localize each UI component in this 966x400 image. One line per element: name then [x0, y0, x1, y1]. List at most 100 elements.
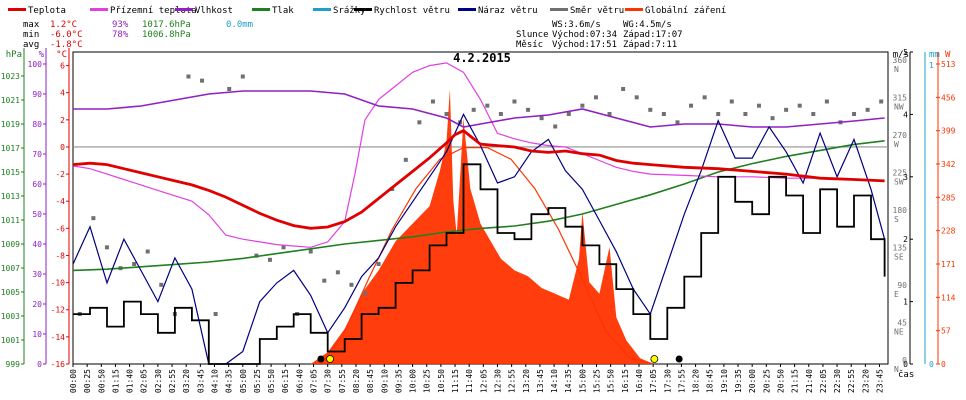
- wind-dir-point: [797, 103, 802, 108]
- wind-wg: WG:4.5m/s: [623, 20, 672, 30]
- wind-dir-letter: NE: [894, 328, 904, 337]
- humidity-tick-label: 10: [32, 330, 42, 339]
- humidity-tick-label: 30: [32, 270, 42, 279]
- time-tick-label: 15:25: [593, 369, 602, 393]
- wind-dir-point: [485, 103, 490, 108]
- time-tick-label: 09:35: [394, 369, 403, 393]
- sun-set: Západ:17:07: [623, 30, 683, 40]
- wind-speed-tick-label: 0: [903, 360, 908, 369]
- time-tick-label: 19:35: [734, 369, 743, 393]
- legend-label-1: Přízemní teplota: [110, 6, 197, 16]
- stat-max-humidity: 93%: [112, 20, 129, 30]
- wind-dir-letter: N: [894, 65, 899, 74]
- time-tick-label: 14:35: [564, 369, 573, 393]
- rain-tick-label: 1: [929, 61, 934, 70]
- plot-area: [72, 51, 889, 365]
- radiation-axis-unit: W: [945, 50, 951, 60]
- wind-dir-point: [852, 112, 857, 116]
- wind-speed-tick-label: 2: [903, 235, 908, 244]
- wind-dir-point: [729, 99, 734, 104]
- wind-dir-point: [566, 112, 571, 116]
- wind-dir-point: [824, 99, 829, 104]
- wind-dir-point: [104, 245, 109, 250]
- time-tick-label: 04:10: [210, 369, 219, 393]
- series-humidity: [73, 90, 885, 128]
- wind-dir-letter: NW: [894, 103, 904, 112]
- time-tick-label: 22:05: [819, 369, 828, 393]
- pressure-tick-label: 1005: [1, 288, 20, 297]
- humidity-tick-label: 40: [32, 240, 42, 249]
- stat-avg-temp: -1.8°C: [50, 40, 83, 50]
- stats-block: max 1.2°C 93% 1017.6hPa 0.0mm min -6.0°C…: [23, 20, 253, 50]
- time-tick-label: 10:50: [437, 369, 446, 393]
- series-wind-speed: [73, 163, 886, 365]
- time-tick-label: 06:15: [281, 369, 290, 393]
- time-tick-label: 18:20: [692, 369, 701, 393]
- pressure-tick-label: 1017: [1, 144, 20, 153]
- pressure-tick-label: 1015: [1, 168, 20, 177]
- temperature-axis-unit: °C: [56, 50, 67, 60]
- humidity-axis-unit: %: [39, 50, 45, 60]
- wind-dir-point: [512, 99, 517, 104]
- wind-dir-tick-label: 270: [893, 131, 908, 140]
- pressure-tick-label: 1001: [1, 336, 20, 345]
- wind-dir-point: [770, 116, 775, 121]
- wind-dir-point: [240, 74, 245, 79]
- radiation-tick-label: 513: [941, 60, 956, 69]
- wind-dir-point: [634, 95, 639, 100]
- legend-swatch-5: [354, 8, 372, 11]
- series-temperature: [72, 129, 885, 230]
- wind-dir-tick-label: 90: [897, 281, 907, 290]
- legend-label-2: Vlhkost: [195, 6, 233, 16]
- radiation-tick-label: 285: [941, 193, 956, 202]
- time-tick-label: 02:55: [168, 369, 177, 393]
- time-tick-label: 01:40: [126, 369, 135, 393]
- wind-dir-point: [227, 87, 232, 91]
- wind-dir-letter: E: [894, 290, 899, 299]
- wind-dir-letter: N: [894, 365, 899, 374]
- wind-dir-letter: SE: [894, 253, 904, 262]
- wind-dir-tick-label: 360: [893, 56, 908, 65]
- time-tick-label: 23:20: [861, 369, 870, 393]
- radiation-tick-label: 171: [941, 260, 956, 269]
- wind-dir-point: [526, 107, 531, 112]
- wind-dir-point: [621, 87, 626, 91]
- pressure-tick-label: 1011: [1, 216, 20, 225]
- wind-axis-unit: m/s: [893, 50, 909, 60]
- time-tick-label: 09:10: [380, 369, 389, 393]
- pressure-tick-label: 1007: [1, 264, 20, 273]
- temperature-tick-label: -12: [51, 306, 66, 315]
- radiation-tick-label: 399: [941, 127, 956, 136]
- pressure-tick-label: 1023: [1, 72, 20, 81]
- wind-dir-point: [403, 157, 408, 162]
- time-tick-label: 13:20: [522, 369, 531, 393]
- wind-dir-letter: SW: [894, 178, 904, 187]
- series-ground-temperature: [72, 62, 885, 248]
- stat-max-rain: 0.0mm: [226, 20, 253, 30]
- time-tick-label: 07:55: [338, 369, 347, 393]
- chart-title: 4.2.2015: [453, 51, 511, 65]
- wind-dir-point: [363, 291, 368, 296]
- pressure-tick-label: 999: [6, 360, 21, 369]
- wind-dir-point: [580, 103, 585, 108]
- wind-dir-point: [267, 257, 272, 262]
- stat-min-temp: -6.0°C: [50, 30, 83, 40]
- wind-speed-tick-label: 1: [903, 298, 908, 307]
- time-tick-label: 22:30: [833, 369, 842, 393]
- time-tick-label: 01:15: [111, 369, 120, 393]
- time-tick-label: 12:30: [493, 369, 502, 393]
- radiation-tick-label: 342: [941, 160, 956, 169]
- time-tick-label: 20:25: [762, 369, 771, 393]
- time-tick-label: 17:05: [649, 369, 658, 393]
- time-tick-label: 19:10: [720, 369, 729, 393]
- time-tick-label: 07:05: [310, 369, 319, 393]
- stat-min-label: min: [23, 30, 39, 40]
- legend-swatch-2: [175, 8, 193, 11]
- radiation-tick-label: 0: [941, 360, 946, 369]
- legend-label-5: Rychlost větru: [374, 6, 450, 16]
- time-tick-label: 08:20: [352, 369, 361, 393]
- pressure-tick-label: 1019: [1, 120, 20, 129]
- wind-dir-point: [213, 312, 218, 316]
